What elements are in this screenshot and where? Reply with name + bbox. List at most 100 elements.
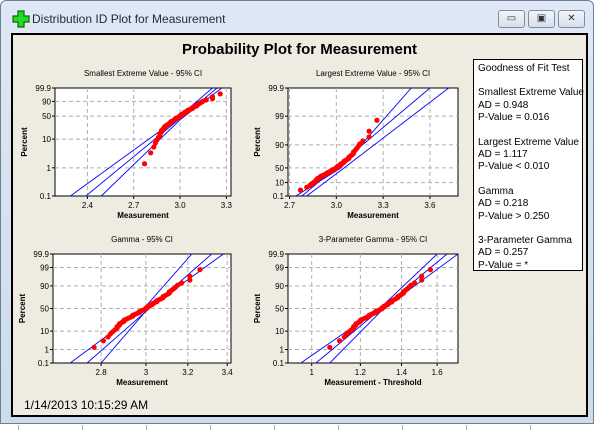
grid-line bbox=[18, 425, 19, 430]
data-point bbox=[187, 277, 193, 283]
data-point bbox=[427, 267, 433, 273]
y-tick-label: 10 bbox=[275, 327, 284, 336]
y-tick-label: 90 bbox=[42, 97, 51, 106]
grid-line bbox=[210, 425, 211, 430]
data-point bbox=[366, 128, 372, 134]
data-point bbox=[100, 338, 107, 344]
data-point bbox=[336, 338, 343, 344]
x-axis-label: Measurement bbox=[117, 211, 169, 220]
x-axis-label: Measurement - Threshold bbox=[324, 378, 421, 387]
y-tick-label: 99.9 bbox=[268, 84, 284, 93]
goodness-of-fit-box: Goodness of Fit Test Smallest Extreme Va… bbox=[473, 59, 584, 271]
gof-ad: AD = 0.218 bbox=[478, 198, 529, 210]
y-tick-label: 50 bbox=[275, 164, 284, 173]
x-tick-label: 3.4 bbox=[222, 368, 234, 377]
y-axis-label: Percent bbox=[253, 293, 262, 323]
x-tick-label: 2.8 bbox=[96, 368, 108, 377]
y-axis-label: Percent bbox=[20, 127, 29, 157]
grid-line bbox=[274, 425, 275, 430]
minitab-graph-icon bbox=[12, 10, 30, 28]
y-tick-label: 1 bbox=[280, 346, 285, 355]
data-point bbox=[148, 150, 154, 156]
x-tick-label: 3.6 bbox=[424, 201, 436, 210]
data-point bbox=[411, 280, 418, 286]
data-point bbox=[366, 134, 372, 140]
y-axis-label: Percent bbox=[253, 127, 262, 157]
confidence-line bbox=[306, 88, 449, 196]
gof-test-name: Gamma bbox=[478, 185, 514, 197]
y-tick-label: 0.1 bbox=[38, 359, 50, 368]
x-tick-label: 2.4 bbox=[82, 201, 94, 210]
probability-plot-1: Smallest Extreme Value - 95% CI 2.4 2.7 3.0… bbox=[20, 69, 232, 220]
minimize-button[interactable]: ▭ bbox=[498, 10, 525, 28]
data-point bbox=[203, 97, 209, 103]
y-tick-label: 50 bbox=[275, 305, 284, 314]
grid-line bbox=[530, 425, 531, 430]
y-tick-label: 10 bbox=[275, 179, 284, 188]
plot-title: Smallest Extreme Value - 95% CI bbox=[84, 69, 202, 78]
x-tick-label: 3.0 bbox=[174, 201, 186, 210]
data-point bbox=[374, 117, 380, 123]
close-button[interactable]: ✕ bbox=[558, 10, 585, 28]
data-point bbox=[297, 187, 304, 193]
y-tick-label: 1 bbox=[47, 164, 52, 173]
y-tick-label: 10 bbox=[40, 327, 49, 336]
data-point bbox=[217, 91, 223, 97]
grid-line bbox=[402, 425, 403, 430]
data-point bbox=[187, 273, 193, 279]
gof-ad: AD = 0.257 bbox=[478, 247, 529, 259]
gof-ad: AD = 1.117 bbox=[478, 149, 528, 161]
gof-p-value: P-Value = 0.016 bbox=[478, 112, 550, 124]
grid-line bbox=[466, 425, 467, 430]
x-tick-label: 3.0 bbox=[331, 201, 343, 210]
x-tick-label: 3 bbox=[144, 368, 149, 377]
y-tick-label: 99.9 bbox=[35, 84, 51, 93]
x-tick-label: 3.3 bbox=[378, 201, 390, 210]
y-axis-label: Percent bbox=[18, 293, 27, 323]
data-point bbox=[327, 344, 333, 350]
x-tick-label: 1 bbox=[309, 368, 314, 377]
gof-title: Goodness of Fit Test bbox=[478, 63, 570, 74]
probability-plot-3: Gamma - 95% CI 2.8 3 3.2 3.4 0.1 1 10 50 90 99 99.9… bbox=[18, 235, 233, 387]
y-tick-label: 50 bbox=[42, 112, 51, 121]
plot-area bbox=[54, 87, 232, 197]
data-point bbox=[419, 273, 425, 279]
data-point bbox=[151, 144, 157, 150]
window-title: Distribution ID Plot for Measurement bbox=[32, 12, 226, 26]
x-tick-label: 1.6 bbox=[432, 368, 444, 377]
x-tick-label: 3.3 bbox=[221, 201, 233, 210]
y-tick-label: 50 bbox=[40, 305, 49, 314]
grid-line bbox=[146, 425, 147, 430]
grid-line bbox=[338, 425, 339, 430]
maximize-button[interactable]: ▣ bbox=[528, 10, 555, 28]
data-point bbox=[209, 94, 216, 100]
gof-test-name: Largest Extreme Value bbox=[478, 136, 579, 148]
gof-test-name: 3-Parameter Gamma bbox=[478, 235, 572, 247]
y-tick-label: 90 bbox=[275, 141, 284, 150]
x-axis-label: Measurement bbox=[116, 378, 168, 387]
y-tick-label: 90 bbox=[275, 282, 284, 291]
probability-plot-2: Largest Extreme Value - 95% CI 2.7 3.0 3.3 3… bbox=[253, 69, 459, 220]
timestamp: 1/14/2013 10:15:29 AM bbox=[24, 398, 149, 412]
y-tick-label: 99 bbox=[275, 112, 284, 121]
plot-title: Largest Extreme Value - 95% CI bbox=[316, 69, 430, 78]
y-tick-label: 90 bbox=[40, 282, 49, 291]
data-point bbox=[91, 344, 97, 350]
x-tick-label: 2.7 bbox=[284, 201, 296, 210]
plot-title: Gamma - 95% CI bbox=[111, 235, 173, 244]
y-tick-label: 1 bbox=[45, 346, 50, 355]
x-tick-label: 1.4 bbox=[396, 368, 408, 377]
y-tick-label: 0.1 bbox=[40, 192, 52, 201]
plot-title: 3-Parameter Gamma - 95% CI bbox=[319, 235, 427, 244]
y-tick-label: 99 bbox=[275, 263, 284, 272]
gof-p-value: P-Value < 0.010 bbox=[478, 161, 550, 173]
y-tick-label: 10 bbox=[42, 135, 51, 144]
gof-test-name: Smallest Extreme Value bbox=[478, 87, 584, 99]
gof-p-value: P-Value > 0.250 bbox=[478, 210, 550, 222]
x-tick-label: 1.2 bbox=[355, 368, 367, 377]
gof-p-value: P-Value = * bbox=[478, 259, 529, 271]
grid-line bbox=[82, 425, 83, 430]
x-tick-label: 3.2 bbox=[182, 368, 194, 377]
data-point bbox=[179, 280, 185, 286]
